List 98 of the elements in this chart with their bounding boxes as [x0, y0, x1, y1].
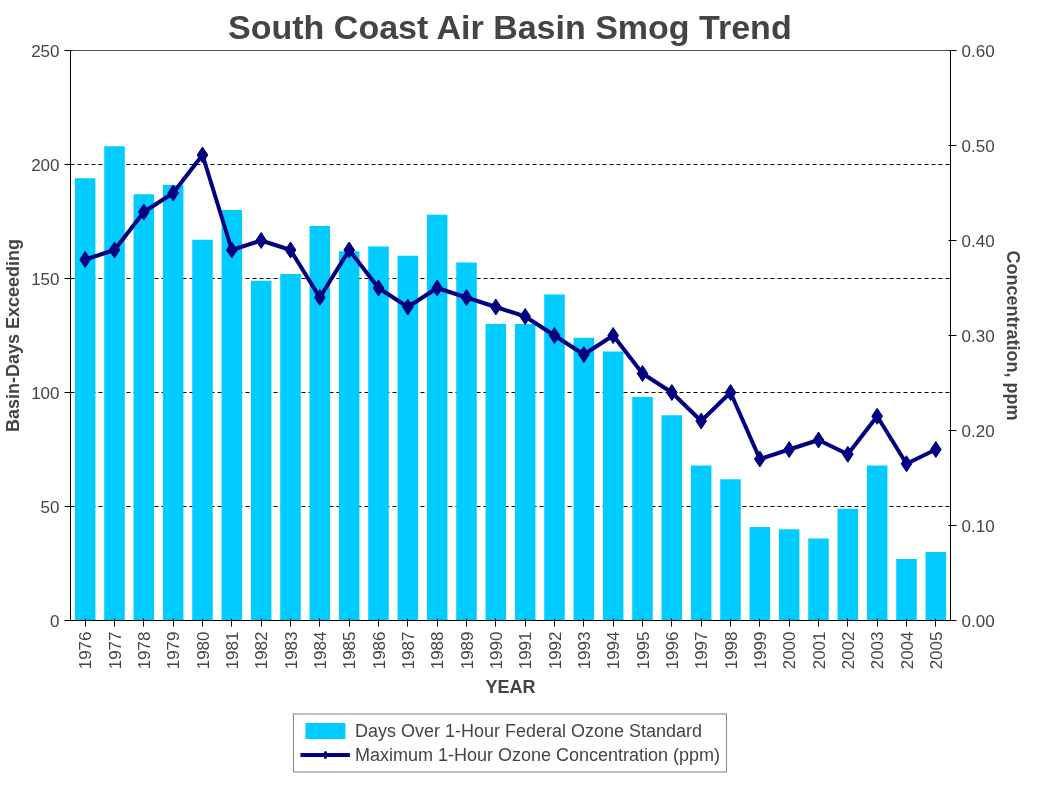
- point: [372, 279, 385, 297]
- bar: [397, 255, 419, 621]
- x-tick-label: 1983: [281, 631, 301, 670]
- point: [519, 308, 531, 325]
- point: [314, 289, 326, 306]
- bar: [192, 239, 213, 621]
- x-tick-label: 2005: [926, 631, 946, 670]
- x-tick-label: 1998: [721, 631, 741, 670]
- y-tick-label: 200: [31, 155, 60, 175]
- bar: [573, 337, 595, 621]
- y-tick-label: 150: [31, 269, 60, 289]
- bar: [602, 351, 624, 621]
- point: [724, 384, 737, 401]
- x-tick-label: 1985: [340, 631, 360, 670]
- point: [900, 455, 913, 473]
- y2-tick-label: 0.40: [961, 231, 995, 251]
- bar: [632, 397, 653, 621]
- x-tick-label: 1978: [134, 631, 154, 670]
- bar: [749, 527, 771, 621]
- point: [460, 289, 473, 306]
- x-tick-label: 1976: [76, 631, 96, 670]
- point: [607, 327, 619, 344]
- x-tick-label: 2000: [780, 631, 800, 670]
- bar: [456, 262, 477, 621]
- y2-tick-label: 0.30: [961, 326, 995, 346]
- x-tick-label: 1988: [428, 631, 448, 670]
- y2-tick-label: 0.50: [961, 136, 995, 156]
- bar: [162, 185, 184, 621]
- y2-tick-label: 0.10: [961, 516, 995, 536]
- bar: [690, 465, 712, 621]
- x-tick-label: 1980: [193, 631, 213, 670]
- point: [196, 146, 209, 164]
- x-tick-label: 1999: [750, 631, 770, 670]
- x-tick-label: 1987: [398, 631, 418, 670]
- y-tick-label: 100: [31, 383, 60, 403]
- x-tick-label: 2001: [809, 631, 829, 670]
- y-axis-title: Basin-Days Exceeding: [3, 238, 24, 433]
- x-tick-label: 1992: [545, 631, 565, 670]
- point: [284, 241, 297, 259]
- point: [930, 441, 942, 458]
- bar: [74, 178, 96, 621]
- bar: [368, 246, 389, 621]
- x-tick-label: 1994: [604, 631, 624, 670]
- y2-tick-label: 0.20: [961, 421, 995, 441]
- x-tick-label: 2004: [897, 631, 917, 670]
- bar: [544, 294, 565, 621]
- x-tick-label: 1984: [310, 631, 330, 670]
- point: [255, 232, 267, 249]
- point: [666, 384, 678, 401]
- bar: [309, 226, 331, 621]
- y-tick-label: 250: [31, 41, 60, 61]
- bar: [661, 415, 683, 621]
- x-axis-title: YEAR: [485, 677, 536, 698]
- x-tick-label: 1981: [222, 631, 242, 670]
- point: [108, 241, 121, 259]
- x-tick-label: 1989: [457, 631, 477, 670]
- point: [636, 365, 649, 382]
- bar: [514, 324, 536, 621]
- point: [79, 251, 91, 268]
- bar: [896, 558, 917, 621]
- x-tick-label: 1996: [662, 631, 682, 670]
- chart-title: South Coast Air Basin Smog Trend: [228, 7, 792, 46]
- bar: [221, 210, 243, 621]
- bar: [426, 214, 448, 621]
- bar: [250, 280, 272, 621]
- x-tick-label: 1993: [574, 631, 594, 670]
- y2-tick-label: 0.00: [961, 611, 995, 631]
- x-tick-label: 1997: [692, 631, 712, 670]
- bar: [808, 538, 829, 621]
- bar: [720, 479, 741, 621]
- y2-axis-title: Concentration, ppm: [1002, 250, 1023, 421]
- x-tick-label: 1991: [516, 631, 536, 670]
- x-tick-label: 1990: [486, 631, 506, 670]
- point: [578, 346, 590, 363]
- bar: [778, 529, 800, 621]
- point: [812, 431, 825, 449]
- bar: [837, 508, 859, 621]
- x-tick-label: 2002: [838, 631, 858, 670]
- bar: [338, 251, 360, 621]
- bar: [925, 552, 947, 621]
- bar: [133, 194, 155, 621]
- legend-label: Days Over 1-Hour Federal Ozone Standard: [354, 720, 703, 741]
- y-tick-label: 0: [50, 611, 60, 631]
- point: [548, 327, 561, 344]
- x-tick-label: 1977: [105, 631, 125, 670]
- y2-tick-label: 0.60: [961, 41, 995, 61]
- x-tick-label: 2003: [868, 631, 888, 670]
- y-tick-label: 50: [40, 497, 60, 517]
- bar: [104, 146, 125, 621]
- x-tick-label: 1979: [164, 631, 184, 670]
- x-tick-label: 1982: [252, 631, 272, 670]
- bar: [866, 465, 888, 621]
- x-tick-label: 1986: [369, 631, 389, 670]
- bar: [485, 324, 507, 621]
- legend-label: Maximum 1-Hour Ozone Concentration (ppm): [354, 744, 721, 765]
- point: [783, 441, 795, 458]
- x-tick-label: 1995: [633, 631, 653, 670]
- bar: [280, 273, 301, 621]
